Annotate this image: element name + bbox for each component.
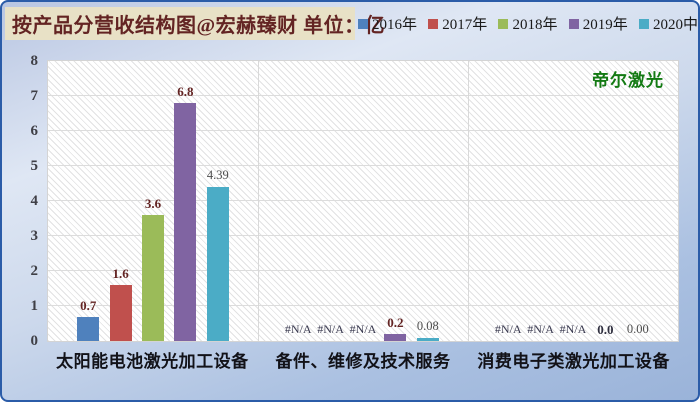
bar-label: #N/A (317, 322, 344, 336)
category-separator (258, 61, 259, 341)
legend-label: 2018年 (512, 17, 558, 33)
legend-item-2019年: 2019年 (568, 13, 628, 34)
plot-area: 帝尔激光 0.7 #N/A #N/A 1.6 #N/A #N/A 3.6 #N/A #N/A 6.… (47, 60, 679, 342)
watermark: 帝尔激光 (592, 71, 664, 90)
legend-swatch-icon (498, 18, 509, 29)
legend-swatch-icon (568, 18, 579, 29)
y-tick-label: 3 (30, 228, 39, 244)
bar-2018年-cat1 (142, 215, 164, 341)
bar-2020中-cat1 (206, 187, 229, 341)
gridline (48, 200, 678, 201)
bar-label: 0.0 (597, 322, 614, 337)
legend-item-2016年: 2016年 (358, 13, 417, 34)
gridline (48, 270, 678, 271)
legend-label: 2017年 (442, 17, 488, 33)
y-tick-label: 6 (30, 123, 39, 139)
legend-swatch-icon (638, 18, 649, 29)
bar-label: 0.00 (626, 322, 649, 336)
legend-label: 2019年 (582, 17, 628, 33)
y-tick-label: 1 (30, 298, 39, 314)
chart-title: 按产品分营收结构图@宏赫臻财 单位：亿 (5, 7, 385, 40)
bar-label: 0.2 (387, 315, 404, 330)
category-label: 备件、维修及技术服务 (275, 352, 451, 371)
category-separator (468, 61, 469, 341)
bar-label: #N/A (494, 322, 522, 336)
bar-label: #N/A (559, 322, 587, 336)
y-tick-label: 0 (30, 333, 39, 349)
bar-label: 1.6 (112, 266, 129, 281)
bar-2019年-cat2 (384, 334, 407, 341)
y-tick-label: 4 (30, 193, 39, 209)
gridline (48, 165, 678, 166)
bar-label: 0.7 (80, 297, 97, 313)
legend: 2016年 2017年 2018年 2019年 2020中 (358, 7, 698, 40)
x-axis-categories: 太阳能电池激光加工设备 备件、维修及技术服务 消费电子类激光加工设备 (47, 347, 679, 372)
bar-label: 3.6 (144, 196, 162, 211)
legend-label: 2016年 (372, 17, 418, 33)
y-tick-label: 5 (30, 158, 39, 174)
y-tick-label: 2 (30, 263, 39, 279)
legend-item-2017年: 2017年 (428, 13, 487, 34)
bar-label: 6.8 (177, 84, 194, 99)
bar-label: #N/A (349, 322, 377, 336)
legend-swatch-icon (428, 18, 439, 29)
legend-label: 2020中 (652, 17, 698, 33)
y-axis: 0 1 2 3 4 5 6 7 8 (2, 2, 39, 400)
bar-2019年-cat1 (174, 103, 197, 341)
bar-2020中-cat2 (416, 338, 439, 341)
gridline (48, 130, 678, 131)
gridline (48, 305, 678, 306)
category-label: 太阳能电池激光加工设备 (56, 352, 249, 371)
bar-2017年-cat1 (109, 285, 132, 341)
legend-item-2018年: 2018年 (498, 13, 557, 34)
bar-label: #N/A (284, 322, 312, 336)
bar-2016年-cat1 (77, 316, 100, 341)
y-tick-label: 8 (30, 53, 39, 69)
category-label: 消费电子类激光加工设备 (477, 352, 670, 371)
bar-label: 0.08 (416, 319, 439, 334)
legend-swatch-icon (358, 18, 368, 29)
gridline (48, 235, 678, 236)
bar-label: #N/A (527, 322, 554, 336)
bar-label: 4.39 (206, 168, 229, 183)
legend-item-2020中: 2020中 (638, 13, 698, 34)
y-tick-label: 7 (30, 88, 39, 104)
gridline (48, 95, 678, 96)
